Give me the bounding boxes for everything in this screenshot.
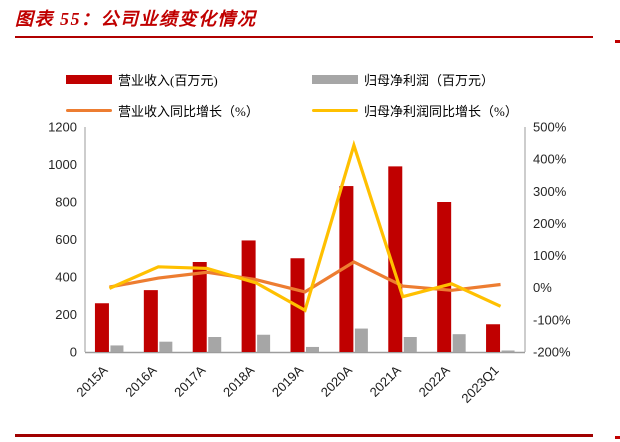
chart-title: 图表 55：公司业绩变化情况: [15, 9, 257, 29]
legend-label: 营业收入同比增长（%）: [118, 104, 259, 119]
x-axis-label: 2021A: [367, 362, 404, 399]
right-axis-tick: 0%: [533, 280, 552, 295]
legend-label: 营业收入(百万元): [118, 73, 218, 88]
right-axis-tick: -100%: [533, 312, 571, 327]
revenue-bar-2020A: [339, 186, 354, 352]
left-axis-tick: 1000: [48, 157, 77, 172]
revenue-bar-2022A: [437, 202, 452, 352]
left-axis-tick: 600: [55, 232, 77, 247]
page-edge-mark-bottom: [615, 436, 620, 439]
profit-bar-2020A: [354, 328, 368, 352]
x-axis-label: 2023Q1: [458, 363, 501, 406]
profit-bar-2021A: [403, 337, 417, 352]
legend-item-profit: 归母净利润（百万元）: [312, 70, 494, 89]
legend-label: 归母净利润（百万元）: [364, 73, 495, 88]
left-axis-tick: 400: [55, 270, 77, 285]
profit-bar-2018A: [257, 334, 271, 352]
x-axis-label: 2020A: [318, 362, 355, 399]
revenue-bar-2021A: [388, 166, 403, 352]
profit-bar-2016A: [159, 341, 173, 352]
legend-item-revenue: 营业收入(百万元): [66, 70, 218, 89]
revenue-bar-2023Q1: [486, 324, 501, 352]
profit-growth-line-swatch: [312, 108, 358, 113]
legend-label: 归母净利润同比增长（%）: [364, 104, 518, 119]
title-underline: [15, 36, 593, 38]
right-axis-tick: 300%: [533, 184, 567, 199]
page-edge-mark-top: [615, 40, 620, 43]
x-axis-label: 2018A: [220, 362, 257, 399]
right-axis-tick: -200%: [533, 345, 571, 360]
profit-bar-2019A: [306, 346, 319, 352]
footer-rule: [15, 434, 593, 437]
x-axis-label: 2019A: [269, 362, 306, 399]
revenue-bar-2015A: [94, 303, 109, 352]
right-axis-tick: 100%: [533, 248, 567, 263]
right-axis-tick: 500%: [533, 120, 567, 135]
left-axis-tick: 0: [70, 345, 77, 360]
left-axis-tick: 200: [55, 307, 77, 322]
revenue-bar-2017A: [192, 262, 207, 352]
legend-item-profit-growth: 归母净利润同比增长（%）: [312, 101, 518, 120]
profit-bar-2023Q1: [501, 350, 515, 352]
revenue-bar-swatch: [66, 75, 112, 84]
revenue-bar-2018A: [241, 240, 256, 352]
profit-bar-2017A: [208, 337, 222, 352]
right-axis-tick: 400%: [533, 152, 567, 167]
profit-growth-line: [108, 139, 502, 313]
profit-bar-2022A: [452, 334, 466, 352]
revenue-growth-line-swatch: [66, 108, 112, 113]
profit-bar-2015A: [110, 345, 124, 352]
x-axis-label: 2017A: [171, 362, 208, 399]
left-axis-tick: 800: [55, 195, 77, 210]
left-axis-tick: 1200: [48, 120, 77, 135]
right-axis-tick: 200%: [533, 216, 567, 231]
profit-bar-swatch: [312, 75, 358, 84]
legend-item-revenue-growth: 营业收入同比增长（%）: [66, 101, 259, 120]
y-axis-lines: [84, 127, 526, 352]
x-axis-label: 2016A: [122, 362, 159, 399]
x-axis-label: 2022A: [416, 362, 453, 399]
revenue-bar-2016A: [143, 290, 158, 352]
x-axis-label: 2015A: [73, 362, 110, 399]
